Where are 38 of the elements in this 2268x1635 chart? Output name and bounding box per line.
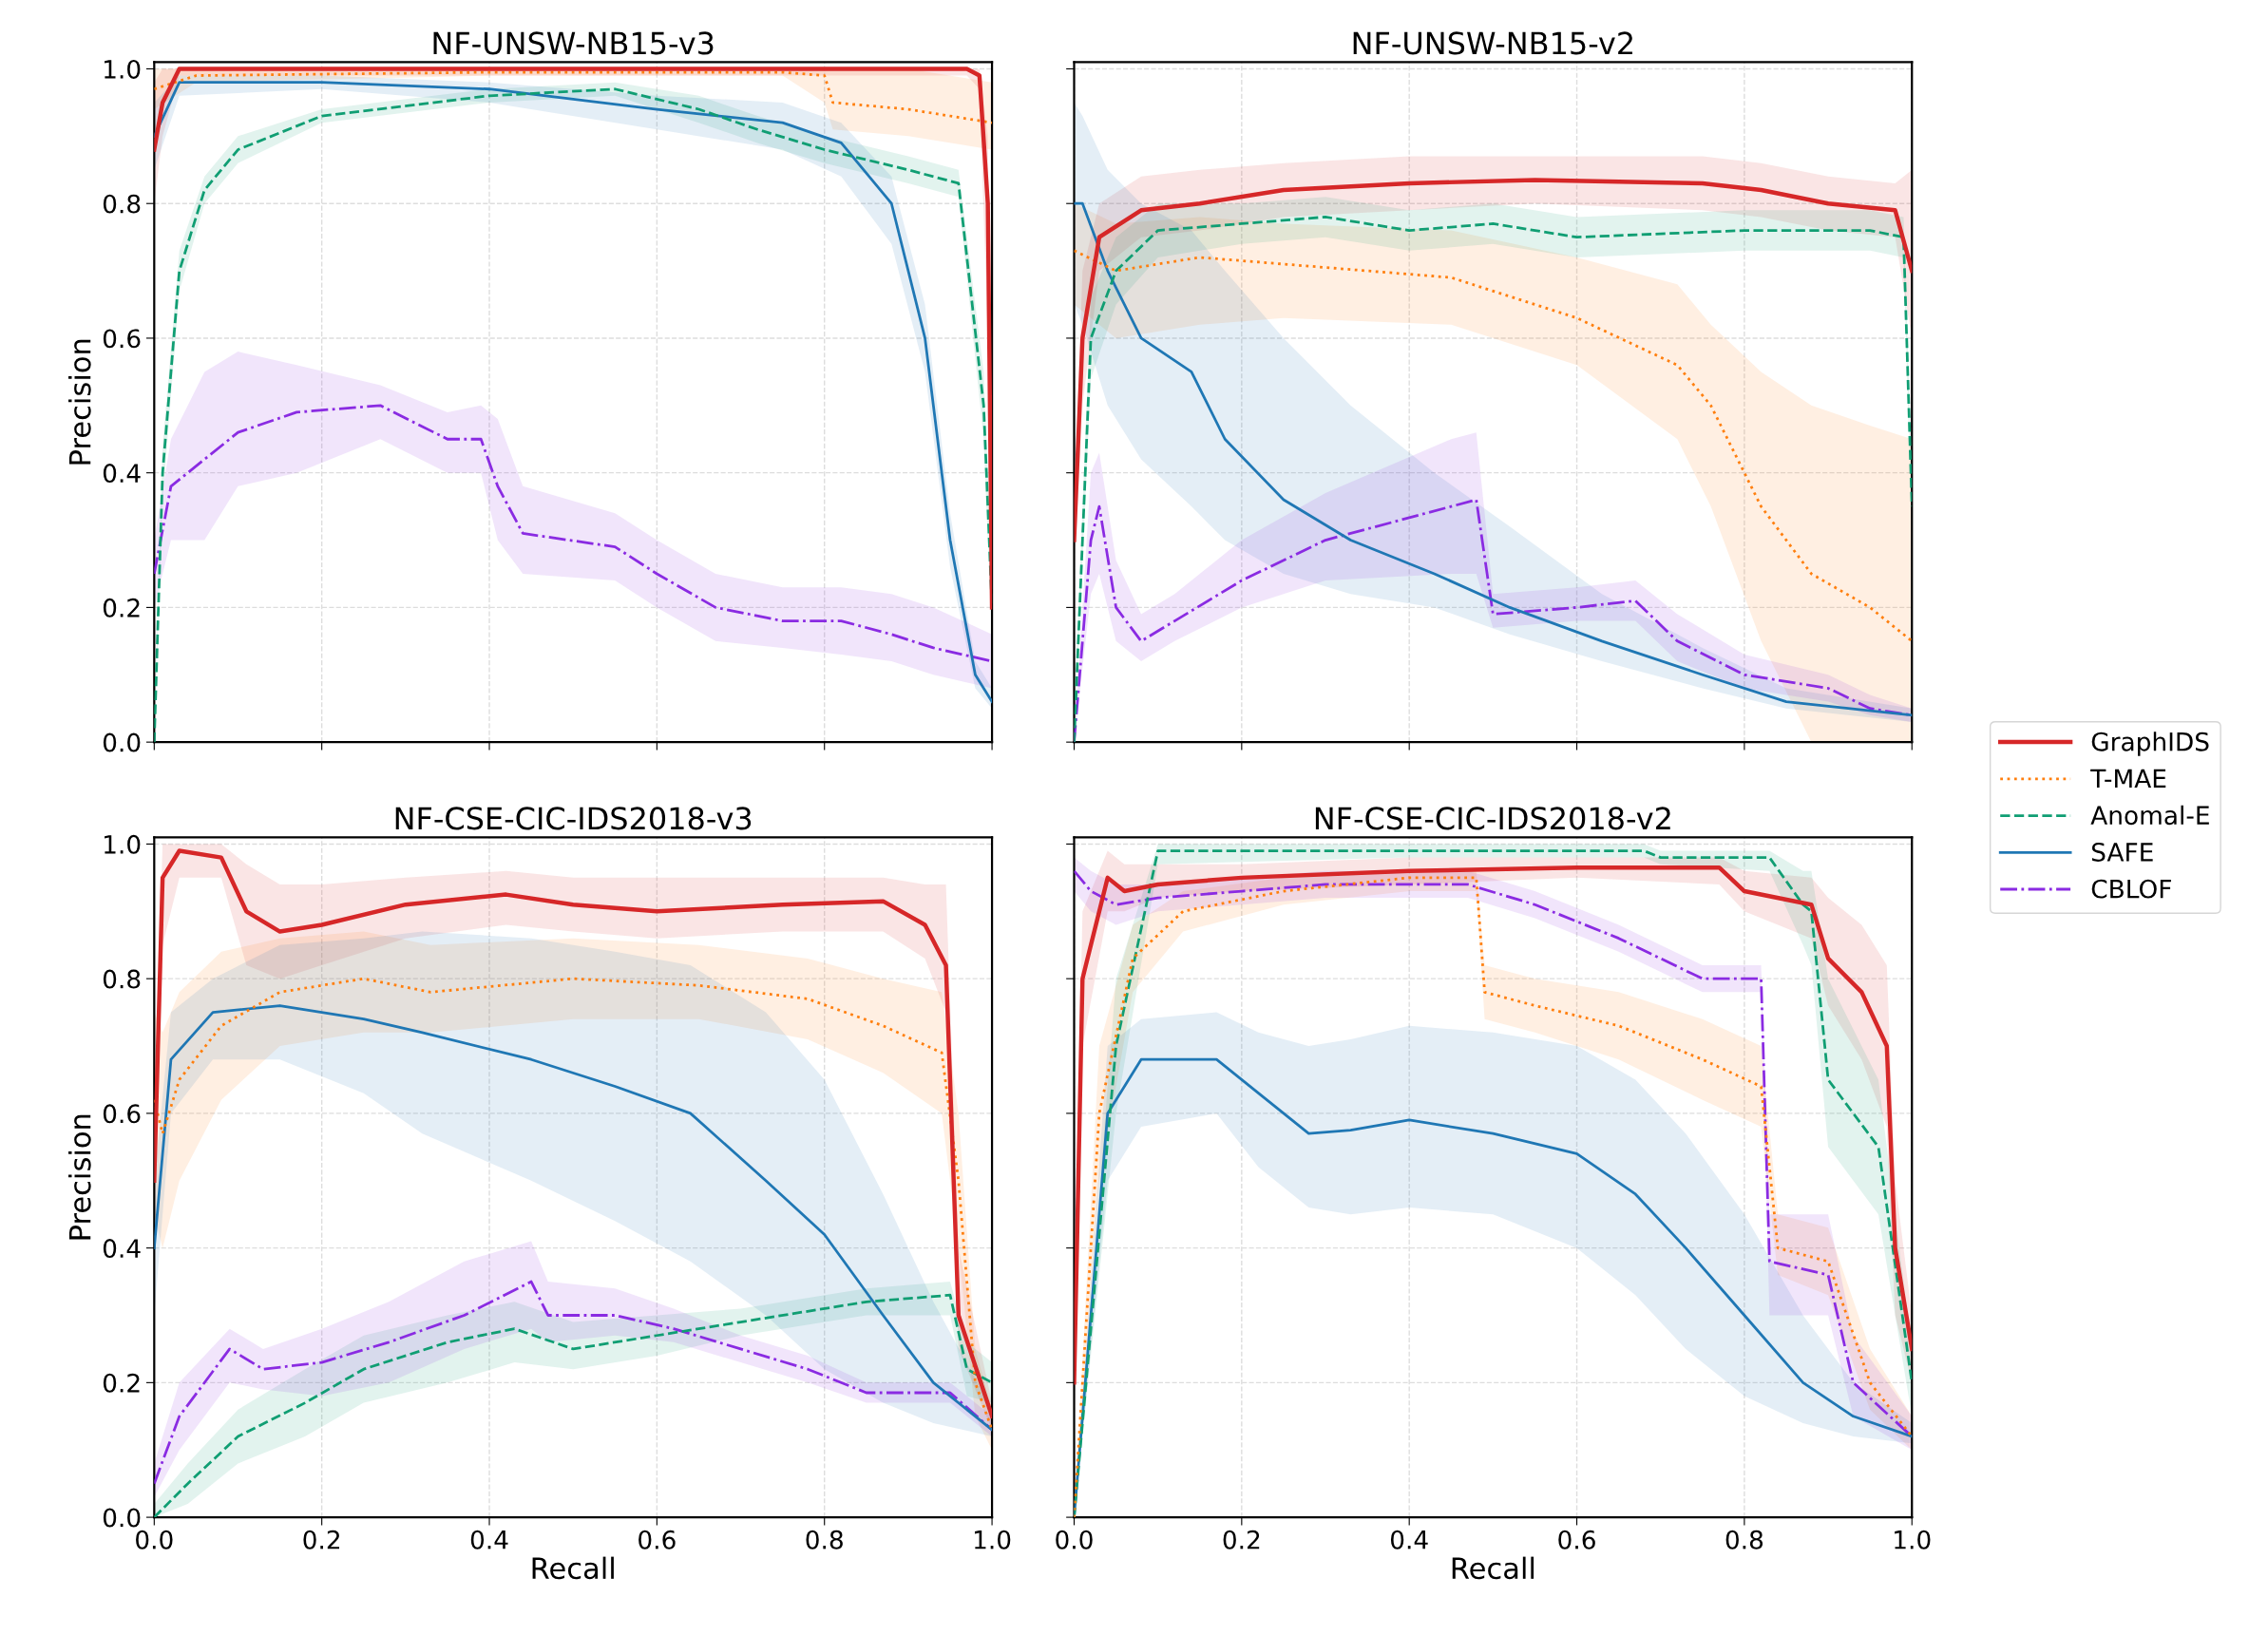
x-axis-title: Recall xyxy=(1452,1556,1534,1580)
x-tick-label: 0.0 xyxy=(136,1530,173,1549)
x-tick-label: 1.0 xyxy=(1895,1530,1931,1549)
x-tick-label: 0.4 xyxy=(470,1530,508,1549)
x-tick-label: 0.8 xyxy=(1725,1530,1763,1549)
y-tick-label: 0.0 xyxy=(103,732,141,752)
y-tick-label: 0.4 xyxy=(103,1239,141,1259)
x-axis-title: Recall xyxy=(532,1556,614,1580)
legend-label: T-MAE xyxy=(2090,769,2166,789)
y-tick-label: 0.0 xyxy=(103,1508,141,1528)
y-tick-label: 0.6 xyxy=(103,1104,141,1124)
y-tick-label: 0.8 xyxy=(103,969,141,989)
chart-title: NF-UNSW-NB15-v2 xyxy=(1353,31,1632,55)
x-tick-label: 0.0 xyxy=(1056,1530,1093,1549)
y-tick-label: 0.2 xyxy=(103,598,140,618)
x-tick-label: 0.4 xyxy=(1390,1530,1428,1549)
chart-title: NF-CSE-CIC-IDS2018-v3 xyxy=(395,807,752,830)
y-tick-label: 0.4 xyxy=(103,464,141,484)
legend-label: Anomal-E xyxy=(2090,805,2209,826)
x-tick-label: 0.6 xyxy=(638,1530,676,1549)
y-axis-title: Precision xyxy=(68,1114,91,1240)
chart-title: NF-CSE-CIC-IDS2018-v2 xyxy=(1315,807,1670,830)
y-axis-title: Precision xyxy=(68,339,91,465)
legend-label: GraphIDS xyxy=(2091,732,2209,756)
line-series xyxy=(154,70,993,124)
y-tick-label: 0.6 xyxy=(103,329,141,349)
chart-title: NF-UNSW-NB15-v3 xyxy=(433,31,714,55)
y-tick-label: 0.2 xyxy=(103,1373,140,1393)
x-tick-label: 0.6 xyxy=(1558,1530,1595,1549)
y-tick-label: 1.0 xyxy=(105,834,141,854)
x-tick-label: 0.2 xyxy=(303,1530,340,1549)
x-tick-label: 0.2 xyxy=(1223,1530,1260,1549)
y-tick-label: 0.8 xyxy=(103,194,141,214)
legend-label: SAFE xyxy=(2091,842,2153,862)
x-tick-label: 0.8 xyxy=(806,1530,843,1549)
legend-label: CBLOF xyxy=(2091,879,2171,899)
y-tick-label: 1.0 xyxy=(105,59,141,79)
x-tick-label: 1.0 xyxy=(974,1530,1011,1549)
